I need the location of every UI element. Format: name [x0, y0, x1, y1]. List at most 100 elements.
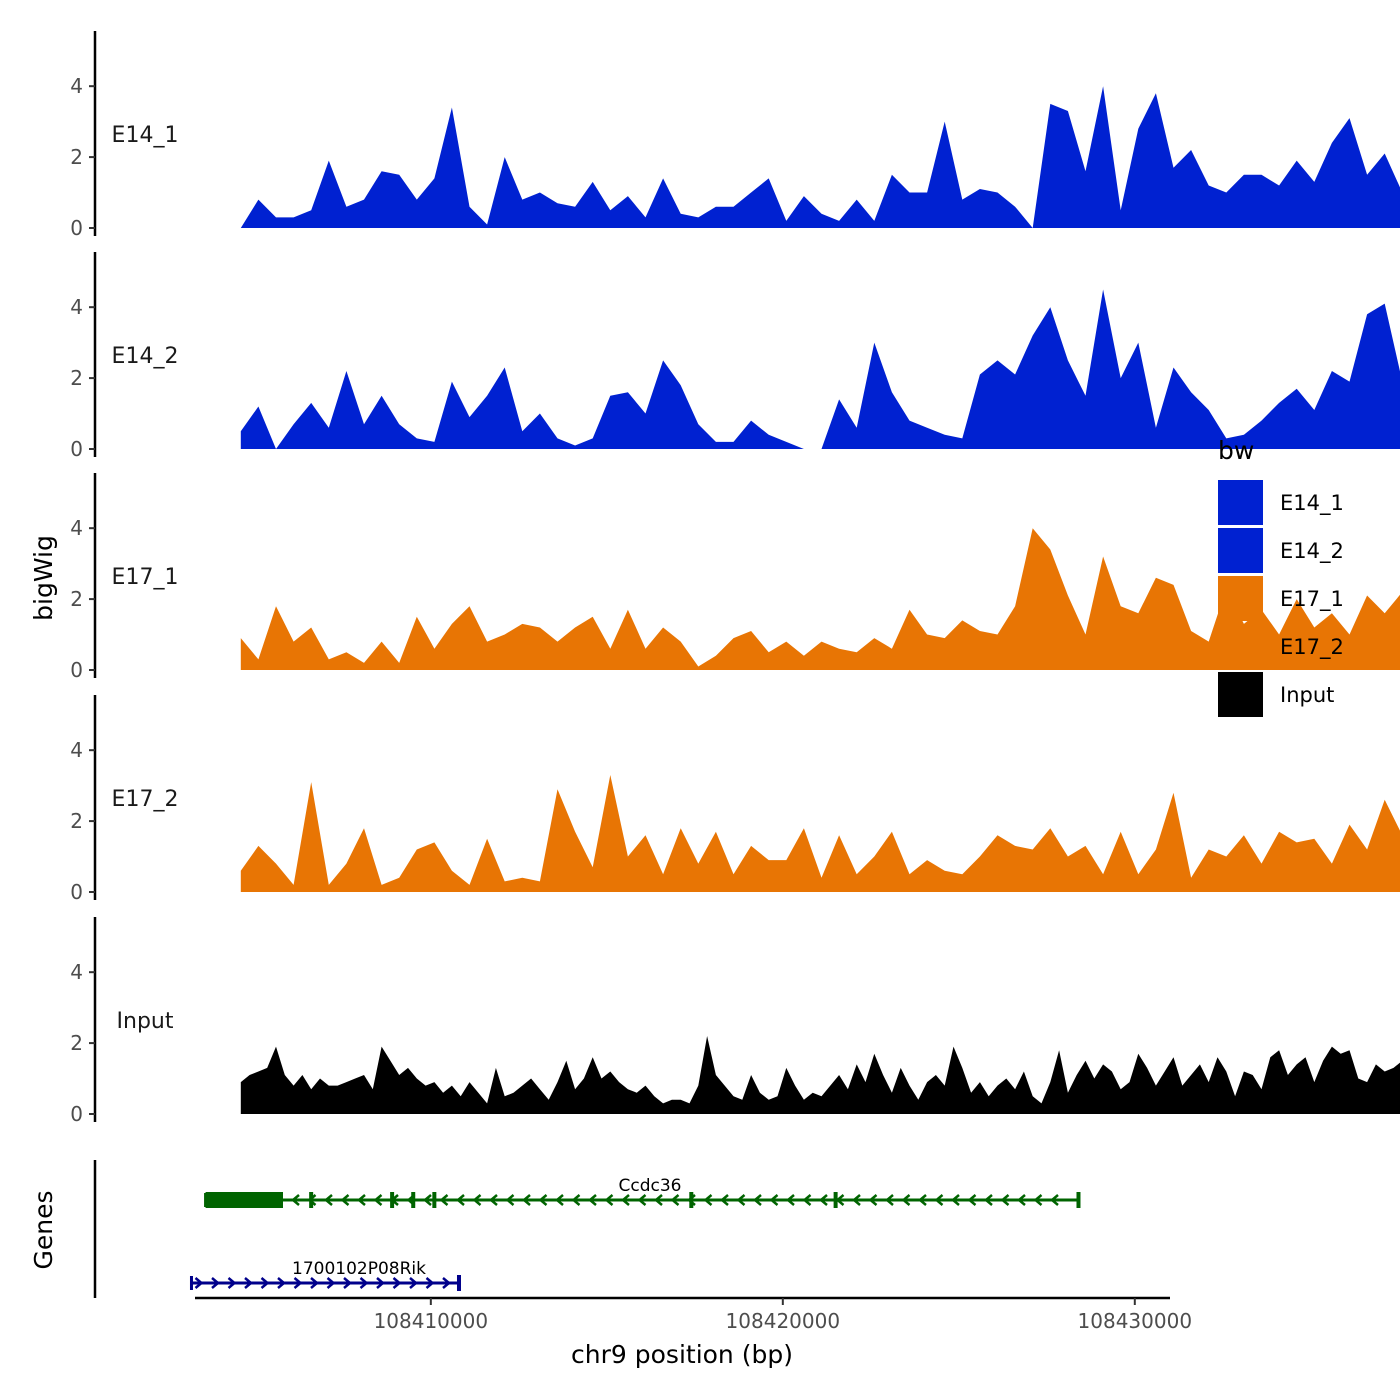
strand-arrow [802, 1194, 812, 1206]
track-panels: 0 2 4 E14_1 0 2 4 E14_2 0 2 4 E17_1 0 2 4 E17_2 0 2 4 Input [70, 31, 1400, 1126]
strand-arrow [326, 1277, 336, 1289]
strand-arrow [456, 1194, 465, 1206]
y-tick-label: 0 [70, 1102, 83, 1126]
strand-arrow [604, 1194, 614, 1206]
strand-arrow [376, 1277, 385, 1289]
strand-arrow [340, 1194, 350, 1206]
y-tick-label: 0 [70, 658, 83, 682]
x-axis: 108410000 108420000 108430000 [195, 1296, 1193, 1333]
legend-label: E14_1 [1280, 491, 1344, 516]
strand-arrow [1017, 1194, 1026, 1206]
strand-arrow [687, 1194, 696, 1206]
y-tick-label: 4 [70, 74, 83, 98]
strand-arrow [670, 1194, 680, 1206]
strand-arrow [324, 1194, 333, 1206]
strand-arrow [211, 1277, 220, 1289]
track-label: E17_2 [112, 787, 179, 812]
strand-arrow [1033, 1194, 1043, 1206]
strand-arrow [835, 1194, 845, 1206]
gene-label: Ccdc36 [619, 1176, 682, 1196]
strand-arrow [951, 1194, 960, 1206]
y-tick-label: 4 [70, 516, 83, 540]
strand-arrow [621, 1194, 630, 1206]
gene-1700102p08rik: 1700102P08Rik [189, 1259, 461, 1291]
track-panel-input: 0 2 4 Input [70, 917, 1400, 1126]
strand-arrow [1050, 1194, 1059, 1206]
signal-area [240, 1036, 1400, 1114]
strand-arrow [291, 1194, 300, 1206]
strand-arrow [357, 1194, 366, 1206]
legend-label: E14_2 [1280, 539, 1344, 564]
legend-swatch [1218, 528, 1263, 573]
track-panel-e17-2: 0 2 4 E17_2 [70, 695, 1400, 904]
x-axis-title: chr9 position (bp) [571, 1340, 793, 1369]
strand-arrow [423, 1194, 432, 1206]
strand-arrow [918, 1194, 927, 1206]
strand-arrow [260, 1277, 270, 1289]
strand-arrow [359, 1277, 369, 1289]
strand-arrow [472, 1194, 482, 1206]
strand-arrow [442, 1277, 451, 1289]
strand-arrow [522, 1194, 531, 1206]
gene-label: 1700102P08Rik [292, 1259, 426, 1279]
y-tick-label: 4 [70, 738, 83, 762]
strand-arrow [343, 1277, 352, 1289]
strand-arrow [934, 1194, 944, 1206]
track-label: E14_2 [112, 344, 179, 369]
strand-arrow [720, 1194, 729, 1206]
strand-arrow [555, 1194, 564, 1206]
strand-arrow [588, 1194, 597, 1206]
strand-arrow [868, 1194, 878, 1206]
y-tick-label: 2 [70, 366, 83, 390]
y-tick-label: 2 [70, 145, 83, 169]
gene-exon [689, 1192, 694, 1208]
strand-arrow [244, 1277, 253, 1289]
genes-axis-title: Genes [29, 1190, 58, 1269]
y-tick-label: 0 [70, 437, 83, 461]
strand-arrow [425, 1277, 435, 1289]
strand-arrow [819, 1194, 828, 1206]
signal-area [240, 528, 1400, 670]
y-tick-label: 4 [70, 295, 83, 319]
track-label: Input [117, 1009, 174, 1034]
strand-arrow [1000, 1194, 1010, 1206]
gene-exon [456, 1275, 461, 1291]
strand-arrow [373, 1194, 383, 1206]
legend-label: Input [1280, 683, 1334, 707]
y-tick-label: 0 [70, 880, 83, 904]
legend: bw E14_1 E14_2 E17_1 E17_2 Input [1218, 436, 1344, 717]
strand-arrow [406, 1194, 416, 1206]
signal-area [240, 289, 1400, 449]
strand-arrow [852, 1194, 861, 1206]
gene-coding-block [205, 1192, 283, 1208]
strand-arrow [885, 1194, 894, 1206]
gene-exon [432, 1192, 437, 1208]
strand-arrow [984, 1194, 993, 1206]
signal-area [240, 775, 1400, 892]
y-tick-label: 2 [70, 1031, 83, 1055]
strand-arrow [439, 1194, 449, 1206]
y-tick-label: 2 [70, 587, 83, 611]
track-panel-e14-2: 0 2 4 E14_2 [70, 252, 1400, 461]
strand-arrow [571, 1194, 581, 1206]
y-tick-label: 2 [70, 809, 83, 833]
strand-arrow [654, 1194, 663, 1206]
gene-exon [1076, 1192, 1081, 1208]
strand-arrow [307, 1194, 317, 1206]
strand-arrow [538, 1194, 548, 1206]
legend-swatch [1218, 480, 1263, 525]
strand-arrow [637, 1194, 647, 1206]
strand-arrow [769, 1194, 779, 1206]
legend-swatch [1218, 576, 1263, 621]
strand-arrow [227, 1277, 237, 1289]
x-tick-label: 108410000 [374, 1309, 489, 1333]
strand-arrow [505, 1194, 515, 1206]
strand-arrow [392, 1277, 402, 1289]
strand-arrow [293, 1277, 303, 1289]
track-label: E17_1 [112, 565, 179, 590]
gene-track: Ccdc36 1700102P08Rik [93, 1160, 1081, 1298]
x-tick-label: 108430000 [1078, 1309, 1193, 1333]
strand-arrow [703, 1194, 713, 1206]
strand-arrow [753, 1194, 762, 1206]
